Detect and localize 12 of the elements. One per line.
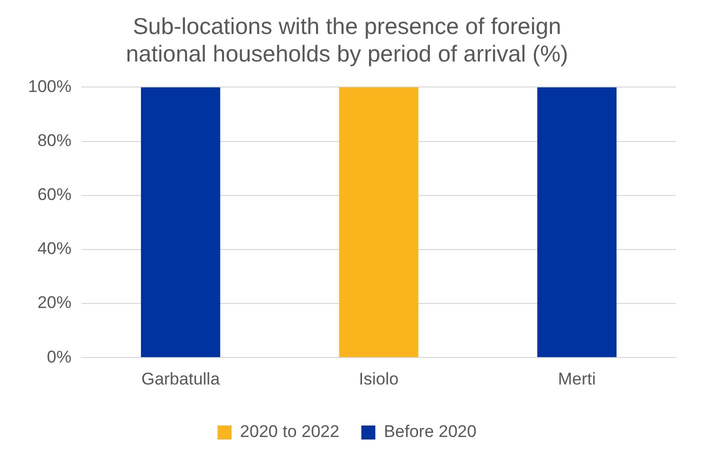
x-tick-label: Garbatulla — [141, 369, 220, 388]
y-tick-label: 100% — [28, 76, 72, 96]
x-tick-label: Isiolo — [358, 369, 399, 388]
chart-title: Sub-locations with the presence of foreign national households by period of arrival (%) — [126, 13, 568, 67]
y-tick-label: 20% — [37, 293, 72, 312]
y-tick-label: 60% — [37, 185, 72, 204]
y-tick-label: 40% — [37, 239, 72, 258]
legend-label: 2020 to 2022 — [240, 422, 340, 442]
y-tick-label: 0% — [46, 347, 72, 366]
y-tick-label: 80% — [37, 130, 72, 150]
legend-label: Before 2020 — [384, 422, 476, 442]
x-tick-label: Merti — [558, 369, 596, 388]
